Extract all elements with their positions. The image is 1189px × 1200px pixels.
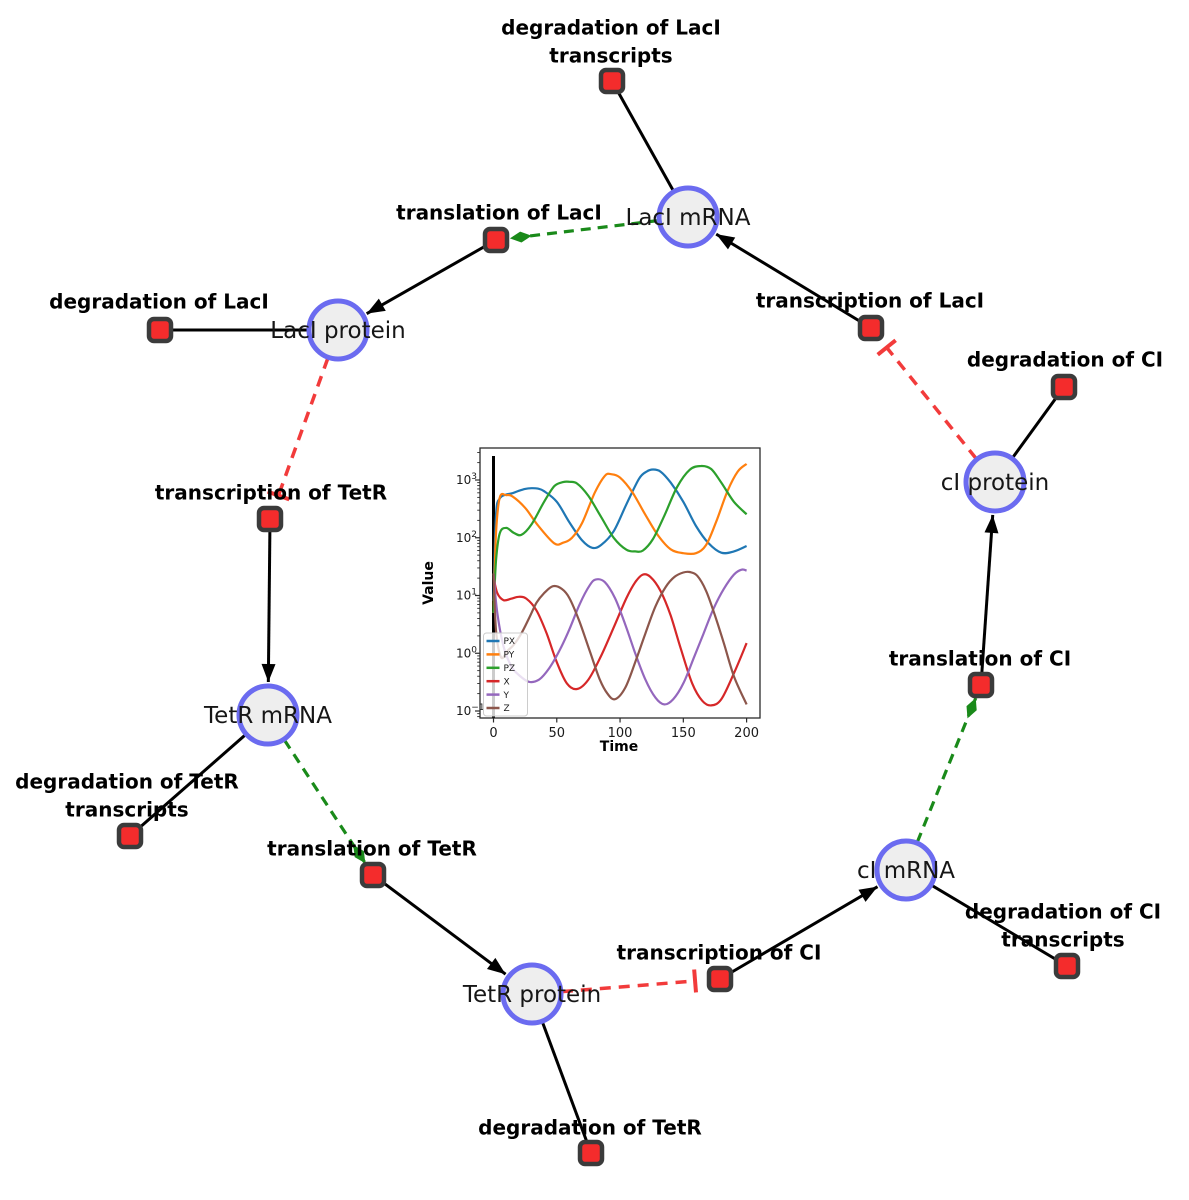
reaction-node-deg_tetr[interactable] (577, 1139, 605, 1167)
x-tick-label-100: 100 (608, 726, 633, 741)
edge-production-transl_ci-to-ci_protein (979, 514, 999, 686)
labels-layer: LacI mRNA LacI protein TetR mRNA TetR prote… (15, 16, 1163, 1140)
edge-production-transcr_ci-to-ci_mrna (719, 885, 879, 981)
reaction-node-transl_tetr[interactable] (359, 861, 387, 889)
legend-label-PZ: PZ (504, 664, 516, 674)
inset-chart: 0 50 100 150 200 103 102 101 100 10−1 Time Value PX P… (421, 447, 761, 755)
reaction-label-transl_ci: translation of CI (889, 647, 1071, 671)
reaction-label-deg_laci: degradation of LacI (49, 290, 269, 314)
legend-label-X: X (504, 677, 510, 687)
reaction-node-transcr_ci[interactable] (706, 965, 734, 993)
x-tick-label-200: 200 (734, 726, 759, 741)
reaction-node-transl_ci[interactable] (967, 671, 995, 699)
species-node-ci_mrna[interactable] (874, 838, 938, 902)
edge-production-transcr_laci-to-laci_mrna (715, 232, 872, 330)
y-axis-label: Value (421, 561, 437, 605)
edge-production-transcr_tetr-to-tetr_mrna (261, 518, 276, 683)
species-node-laci_protein[interactable] (306, 298, 370, 362)
legend-label-PX: PX (504, 637, 516, 647)
y-tick-label-4: 10−1 (456, 703, 485, 718)
series-PX-line (492, 468, 748, 602)
species-label-tetr_mrna: TetR mRNA (203, 703, 332, 729)
edge-production-transl_tetr-to-tetr_protein (372, 873, 507, 976)
reaction-label-deg_tetr_tr-line2: transcripts (65, 798, 188, 822)
reaction-label-transcr_laci: transcription of LacI (756, 289, 984, 313)
species-node-tetr_protein[interactable] (500, 962, 564, 1026)
x-axis-label: Time (600, 739, 638, 755)
reaction-node-deg_tetr_tr[interactable] (116, 822, 144, 850)
reaction-node-deg_ci_tr[interactable] (1053, 952, 1081, 980)
species-label-tetr_protein: TetR protein (462, 982, 601, 1008)
series-PZ-line (492, 464, 748, 613)
reaction-node-deg_laci[interactable] (146, 316, 174, 344)
edge-modifier-laci_mrna-to-transl_laci (509, 218, 659, 243)
species-label-ci_mrna: cI mRNA (857, 858, 955, 884)
nodes-layer (116, 67, 1081, 1167)
reaction-label-deg_laci_tr-line2: transcripts (549, 44, 672, 68)
reaction-label-transcr_ci: transcription of CI (617, 941, 822, 965)
y-tick-label-0: 103 (456, 472, 477, 487)
x-tick-label-150: 150 (671, 726, 696, 741)
x-tick-label-50: 50 (549, 726, 566, 741)
x-tick-label-0: 0 (489, 726, 497, 741)
edge-modifier-tetr_mrna-to-transl_tetr (283, 739, 367, 865)
species-label-laci_protein: LacI protein (270, 318, 405, 344)
reaction-label-deg_ci: degradation of CI (967, 348, 1163, 372)
y-tick-label-2: 101 (456, 588, 477, 603)
reaction-label-deg_tetr_tr: degradation of TetR (15, 770, 239, 794)
reaction-label-deg_ci_tr-line2: transcripts (1001, 928, 1124, 952)
species-label-ci_protein: cI protein (941, 470, 1050, 496)
edge-inhibition-tetr_protein-to-transcr_ci (561, 969, 698, 994)
reaction-node-deg_laci_tr[interactable] (598, 67, 626, 95)
reaction-node-transcr_tetr[interactable] (256, 505, 284, 533)
series-PY-line (492, 463, 748, 613)
legend-label-Z: Z (504, 704, 510, 714)
series-X-line (492, 573, 748, 707)
legend-label-Y: Y (503, 691, 510, 701)
legend-label-PY: PY (504, 651, 515, 661)
edge-production-transl_laci-to-laci_protein (365, 238, 497, 315)
species-label-laci_mrna: LacI mRNA (626, 205, 751, 231)
edge-modifier-ci_mrna-to-transl_ci (915, 697, 978, 843)
reaction-label-transl_laci: translation of LacI (396, 201, 602, 225)
reaction-label-deg_ci_tr: degradation of CI (965, 900, 1161, 924)
reaction-label-transl_tetr: translation of TetR (267, 837, 477, 861)
species-node-laci_mrna[interactable] (656, 185, 720, 249)
reaction-label-deg_laci_tr: degradation of LacI (501, 16, 721, 40)
reaction-node-deg_ci[interactable] (1050, 373, 1078, 401)
reaction-node-transcr_laci[interactable] (857, 314, 885, 342)
y-tick-label-1: 102 (456, 530, 477, 545)
species-node-tetr_mrna[interactable] (236, 683, 300, 747)
species-node-ci_protein[interactable] (963, 450, 1027, 514)
reaction-label-transcr_tetr: transcription of TetR (155, 481, 387, 505)
edge-inhibition-laci_protein-to-transcr_tetr (266, 357, 330, 502)
reaction-node-transl_laci[interactable] (482, 226, 510, 254)
edge-inhibition-ci_protein-to-transcr_laci (876, 338, 978, 460)
reaction-label-deg_tetr: degradation of TetR (478, 1116, 702, 1140)
y-tick-label-3: 100 (456, 645, 477, 660)
